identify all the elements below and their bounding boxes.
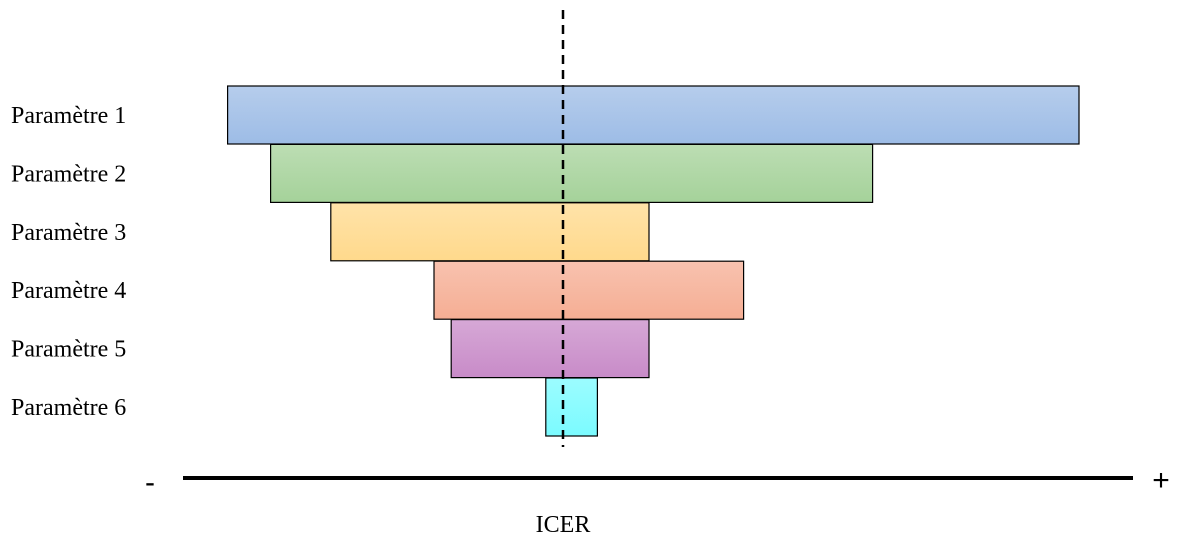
- axis-label: ICER: [536, 512, 591, 537]
- bar-parametre-5: [450, 319, 650, 379]
- bar-parametre-2: [270, 143, 874, 203]
- label-parametre-4: Paramètre 4: [11, 278, 126, 304]
- axis-max-sign: +: [1152, 464, 1170, 497]
- label-parametre-2: Paramètre 2: [11, 161, 126, 187]
- label-parametre-1: Paramètre 1: [11, 103, 126, 129]
- label-parametre-3: Paramètre 3: [11, 220, 126, 246]
- bar-parametre-3: [330, 202, 650, 262]
- label-parametre-6: Paramètre 6: [11, 395, 126, 421]
- label-parametre-5: Paramètre 5: [11, 337, 126, 363]
- bar-parametre-1: [227, 85, 1080, 145]
- bar-parametre-4: [433, 260, 745, 320]
- bar-parametre-6: [545, 377, 598, 437]
- axis-min-sign: -: [145, 466, 155, 499]
